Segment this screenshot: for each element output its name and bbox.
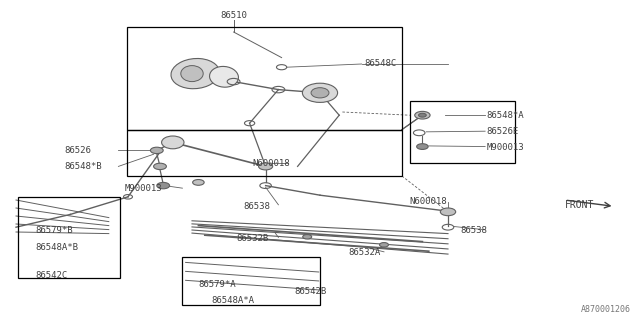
Bar: [127, 130, 402, 176]
Bar: [18, 197, 120, 278]
Ellipse shape: [181, 66, 204, 82]
Ellipse shape: [162, 136, 184, 149]
Circle shape: [419, 113, 426, 117]
Text: 86532B: 86532B: [237, 234, 269, 243]
Circle shape: [417, 144, 428, 149]
Circle shape: [303, 235, 312, 239]
Text: 86548*A: 86548*A: [486, 111, 524, 120]
Text: 86532A: 86532A: [349, 248, 381, 257]
Text: 86579*B: 86579*B: [35, 226, 73, 235]
Text: 86526: 86526: [64, 146, 91, 155]
Text: 86548*B: 86548*B: [64, 162, 102, 171]
Bar: [182, 257, 320, 305]
Ellipse shape: [311, 88, 329, 98]
Text: 86542C: 86542C: [35, 271, 67, 280]
Ellipse shape: [302, 83, 338, 102]
Text: 86548A*B: 86548A*B: [35, 244, 78, 252]
Circle shape: [157, 182, 170, 189]
Text: M900013: M900013: [486, 143, 524, 152]
Text: 86548A*A: 86548A*A: [211, 296, 254, 305]
Text: N600018: N600018: [410, 197, 447, 206]
Circle shape: [440, 208, 456, 216]
Circle shape: [193, 180, 204, 185]
Circle shape: [380, 243, 388, 247]
Text: 86548C: 86548C: [365, 60, 397, 68]
Ellipse shape: [171, 59, 220, 89]
Bar: [410, 101, 515, 163]
Bar: [127, 27, 402, 130]
Text: 86510: 86510: [220, 12, 247, 20]
Text: 86538: 86538: [243, 202, 270, 211]
Text: N600018: N600018: [253, 159, 291, 168]
Ellipse shape: [209, 67, 239, 87]
Circle shape: [415, 111, 430, 119]
Circle shape: [150, 147, 163, 154]
Text: 86538: 86538: [461, 226, 488, 235]
Text: A870001206: A870001206: [580, 305, 630, 314]
Circle shape: [154, 163, 166, 170]
Text: 86526E: 86526E: [486, 127, 518, 136]
Text: M900013: M900013: [125, 184, 163, 193]
Circle shape: [259, 163, 273, 170]
Text: FRONT: FRONT: [565, 200, 595, 210]
Text: 86579*A: 86579*A: [198, 280, 236, 289]
Text: 86542B: 86542B: [294, 287, 326, 296]
